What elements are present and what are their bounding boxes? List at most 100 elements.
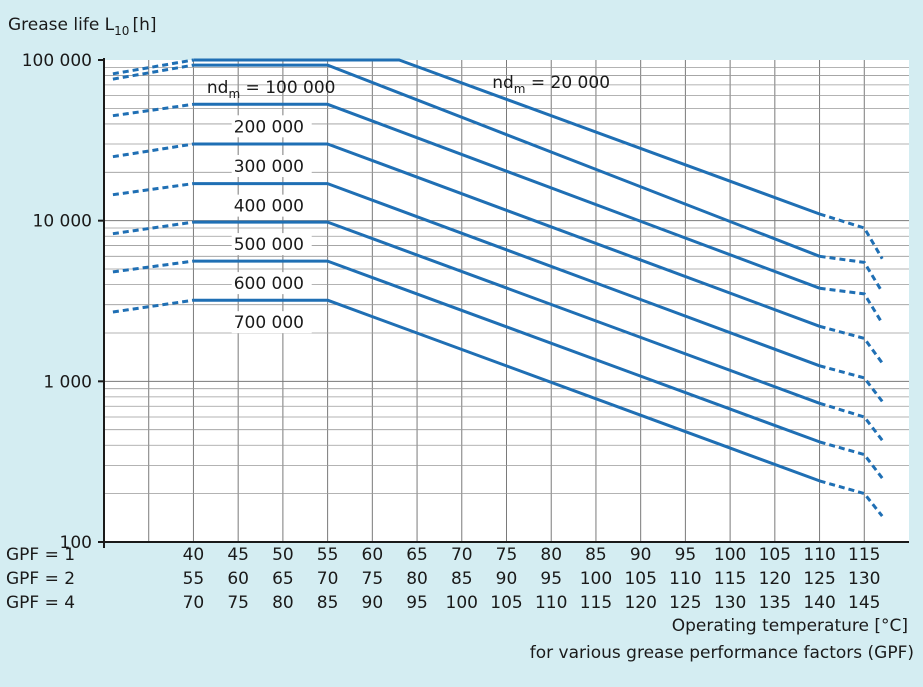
series-line-end-dashed: [819, 324, 884, 364]
series-line: [193, 63, 821, 258]
series-label: 200 000: [234, 117, 304, 137]
x-tick-label: 140: [803, 593, 835, 613]
x-tick-label: 80: [540, 545, 562, 565]
series-line-start-dashed: [112, 182, 194, 197]
series-label: ndm = 20 000: [492, 73, 610, 96]
x-tick-label: 95: [540, 569, 562, 589]
series-line-start-dashed: [112, 220, 194, 236]
x-row-prefix: GPF = 2: [6, 569, 75, 589]
x-tick-label: 105: [490, 593, 522, 613]
series-line: [193, 259, 821, 444]
x-tick-label: 90: [496, 569, 518, 589]
series-label: 400 000: [234, 197, 304, 217]
series-lines: [112, 58, 884, 518]
x-tick-label: 75: [362, 569, 384, 589]
series-line-end-dashed: [819, 212, 884, 260]
x-tick-label: 90: [362, 593, 384, 613]
y-tick-label: 100 000: [22, 51, 92, 71]
x-tick-label: 65: [406, 545, 428, 565]
series-label-background: [231, 272, 312, 295]
x-tick-label: 130: [848, 569, 880, 589]
series-line-start-dashed: [112, 298, 194, 314]
y-axis-title: Grease life L10 [h]: [8, 15, 156, 38]
x-tick-label: 120: [624, 593, 656, 613]
x-tick-label: 70: [451, 545, 473, 565]
series-labels: ndm = 20 000 ndm = 100 000 200 000 300 000 4…: [207, 73, 610, 334]
x-tick-label: 70: [317, 569, 339, 589]
tick-labels: 100 1 000 10 000 100 000 GPF = 1 40 45 50 55 60 65…: [6, 51, 881, 613]
series-line-end-dashed: [819, 479, 884, 518]
x-tick-label: 90: [630, 545, 652, 565]
x-tick-label: 110: [535, 593, 567, 613]
x-tick-label: 80: [272, 593, 294, 613]
series-line-start-dashed: [112, 58, 194, 76]
x-tick-label: 105: [624, 569, 656, 589]
series-label: 500 000: [234, 235, 304, 255]
x-tick-label: 85: [317, 593, 339, 613]
x-tick-label: 100: [714, 545, 746, 565]
y-tick-label: 1 000: [43, 372, 92, 392]
series-line-start-dashed: [112, 63, 194, 81]
x-row-prefix: GPF = 4: [6, 593, 75, 613]
series-line-end-dashed: [819, 401, 884, 442]
series-label-background: [231, 115, 312, 138]
x-tick-label: 145: [848, 593, 880, 613]
y-tick-label: 10 000: [33, 212, 92, 232]
axes: [98, 58, 909, 548]
x-tick-label: 130: [714, 593, 746, 613]
x-axis-title: Operating temperature [°C]: [672, 616, 908, 636]
x-tick-label: 85: [451, 569, 473, 589]
x-tick-label: 135: [759, 593, 791, 613]
x-tick-label: 115: [848, 545, 880, 565]
series-label: 600 000: [234, 274, 304, 294]
series-line: [193, 298, 821, 483]
series-label: ndm = 100 000: [207, 78, 336, 101]
x-tick-label: 100: [446, 593, 478, 613]
x-row-prefix: GPF = 1: [6, 545, 75, 565]
series-label-background: [231, 233, 312, 256]
series-line-start-dashed: [112, 259, 194, 274]
x-tick-label: 60: [227, 569, 249, 589]
x-tick-label: 75: [227, 593, 249, 613]
x-tick-label: 125: [803, 569, 835, 589]
x-tick-label: 115: [714, 569, 746, 589]
x-tick-label: 45: [227, 545, 249, 565]
series-line-start-dashed: [112, 102, 194, 118]
series-line: [193, 220, 821, 405]
series-line: [193, 142, 821, 328]
series-line-end-dashed: [819, 286, 884, 324]
series-line-end-dashed: [819, 364, 884, 403]
series-line: [193, 182, 821, 368]
x-tick-label: 120: [759, 569, 791, 589]
x-tick-label: 110: [669, 569, 701, 589]
x-tick-label: 55: [183, 569, 205, 589]
x-tick-label: 125: [669, 593, 701, 613]
series-line-end-dashed: [819, 254, 884, 293]
x-tick-label: 40: [183, 545, 205, 565]
series-label: 700 000: [234, 313, 304, 333]
series-label-background: [231, 311, 312, 334]
series-label: 300 000: [234, 157, 304, 177]
x-tick-label: 100: [580, 569, 612, 589]
series-line-start-dashed: [112, 142, 194, 159]
x-tick-label: 60: [362, 545, 384, 565]
series-label-background: [231, 155, 312, 178]
series-label-background: [231, 194, 312, 217]
y-tick-label: 100: [60, 533, 92, 553]
x-tick-label: 95: [675, 545, 697, 565]
x-tick-label: 75: [496, 545, 518, 565]
x-tick-label: 115: [580, 593, 612, 613]
series-line: [193, 58, 821, 216]
x-axis-subtitle: for various grease performance factors (…: [530, 643, 914, 663]
series-line-end-dashed: [819, 440, 884, 480]
x-tick-label: 80: [406, 569, 428, 589]
x-tick-label: 50: [272, 545, 294, 565]
x-tick-label: 65: [272, 569, 294, 589]
x-tick-label: 55: [317, 545, 339, 565]
x-tick-label: 110: [803, 545, 835, 565]
x-tick-label: 70: [183, 593, 205, 613]
x-tick-label: 95: [406, 593, 428, 613]
x-tick-label: 85: [585, 545, 607, 565]
